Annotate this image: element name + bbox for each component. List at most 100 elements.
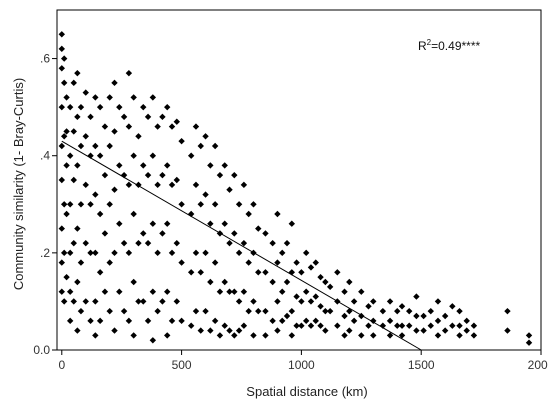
data-point bbox=[274, 327, 281, 334]
data-point bbox=[274, 210, 281, 218]
data-point bbox=[164, 332, 171, 339]
data-point bbox=[159, 171, 166, 179]
data-point bbox=[130, 332, 137, 339]
data-point bbox=[66, 288, 74, 295]
data-point bbox=[250, 298, 257, 305]
data-point bbox=[283, 312, 291, 320]
data-point bbox=[66, 249, 74, 257]
data-point bbox=[350, 298, 358, 305]
data-point bbox=[245, 307, 252, 315]
data-point bbox=[66, 103, 74, 111]
data-point bbox=[293, 259, 300, 266]
data-point bbox=[154, 181, 161, 189]
data-point bbox=[101, 171, 109, 179]
data-point bbox=[449, 322, 456, 329]
data-point bbox=[74, 162, 81, 169]
data-point bbox=[106, 142, 113, 150]
data-point bbox=[70, 128, 77, 135]
data-point bbox=[235, 201, 243, 208]
data-point bbox=[456, 307, 463, 315]
data-point bbox=[82, 133, 89, 140]
data-point bbox=[255, 225, 262, 232]
data-point bbox=[245, 210, 252, 218]
x-tick-label: 1500 bbox=[408, 358, 435, 372]
data-point bbox=[178, 137, 185, 145]
data-point bbox=[525, 339, 533, 346]
data-point bbox=[365, 322, 372, 329]
data-point bbox=[130, 210, 137, 218]
data-point bbox=[216, 171, 224, 179]
points-layer bbox=[58, 31, 533, 346]
data-point bbox=[307, 322, 315, 329]
data-point bbox=[283, 239, 291, 247]
data-point bbox=[317, 322, 324, 329]
data-point bbox=[211, 142, 219, 150]
data-point bbox=[434, 298, 442, 305]
data-point bbox=[120, 307, 128, 315]
data-point bbox=[226, 239, 233, 247]
data-point bbox=[125, 317, 133, 325]
data-point bbox=[398, 332, 406, 339]
data-point bbox=[87, 201, 94, 208]
data-point bbox=[101, 288, 109, 295]
data-point bbox=[298, 322, 305, 329]
data-point bbox=[120, 239, 128, 247]
data-point bbox=[434, 317, 442, 325]
data-point bbox=[202, 133, 209, 140]
data-point bbox=[235, 249, 243, 257]
data-point bbox=[66, 317, 74, 325]
data-point bbox=[125, 181, 133, 189]
data-point bbox=[149, 337, 157, 344]
data-point bbox=[379, 307, 387, 315]
data-point bbox=[216, 332, 224, 339]
data-point bbox=[386, 298, 394, 305]
data-point bbox=[274, 298, 281, 305]
data-point bbox=[101, 123, 109, 130]
data-point bbox=[116, 162, 123, 169]
data-point bbox=[312, 293, 319, 300]
data-point bbox=[413, 293, 420, 300]
data-point bbox=[130, 152, 137, 159]
data-point bbox=[231, 332, 238, 339]
data-point bbox=[288, 307, 296, 315]
data-point bbox=[125, 69, 133, 77]
data-point bbox=[159, 230, 166, 237]
data-point bbox=[87, 317, 94, 325]
data-point bbox=[58, 142, 65, 150]
data-point bbox=[250, 332, 257, 339]
data-point bbox=[63, 162, 70, 169]
data-point bbox=[350, 317, 358, 325]
data-point bbox=[116, 288, 123, 295]
data-point bbox=[116, 220, 123, 227]
data-point bbox=[58, 31, 65, 38]
data-point bbox=[187, 210, 195, 218]
data-point bbox=[221, 278, 228, 286]
data-point bbox=[197, 269, 204, 276]
data-point bbox=[322, 327, 329, 334]
data-point bbox=[82, 89, 89, 96]
data-point bbox=[58, 65, 65, 72]
data-point bbox=[125, 123, 133, 130]
data-point bbox=[140, 162, 147, 169]
data-point bbox=[370, 332, 377, 339]
data-point bbox=[231, 230, 238, 237]
data-point bbox=[279, 317, 286, 325]
data-point bbox=[154, 123, 161, 130]
data-point bbox=[245, 259, 252, 266]
data-point bbox=[386, 332, 394, 339]
y-tick-label: .4 bbox=[40, 149, 50, 163]
data-point bbox=[441, 312, 449, 320]
data-point bbox=[420, 327, 427, 334]
data-point bbox=[394, 307, 401, 315]
data-point bbox=[255, 307, 262, 315]
data-point bbox=[140, 103, 147, 111]
data-point bbox=[92, 249, 99, 257]
data-point bbox=[326, 283, 334, 291]
data-point bbox=[144, 239, 152, 247]
data-point bbox=[154, 249, 161, 257]
data-point bbox=[463, 327, 470, 334]
data-point bbox=[298, 298, 305, 305]
data-point bbox=[96, 103, 104, 111]
